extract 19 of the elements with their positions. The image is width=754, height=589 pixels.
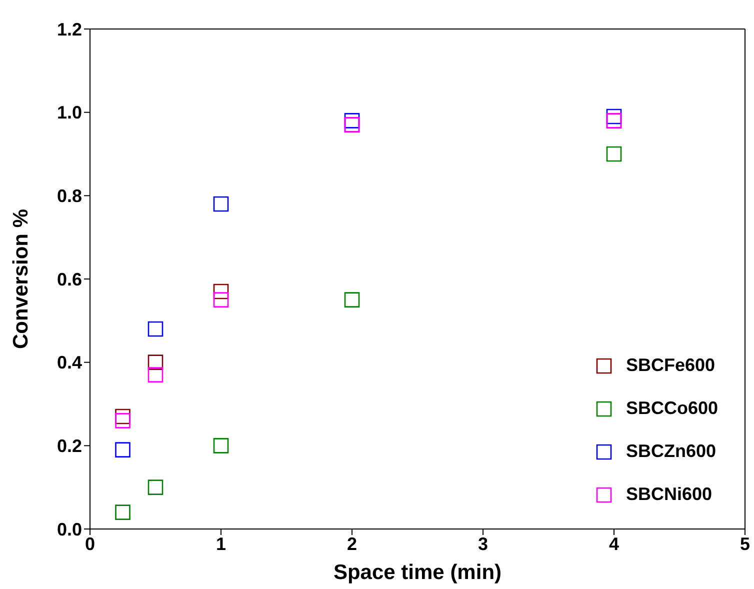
legend-label: SBCCo600 [626,398,718,419]
y-tick-label: 1.0 [56,102,82,123]
x-tick-label: 0 [84,534,96,554]
y-tick-label: 0.6 [56,269,82,290]
x-tick-label: 2 [346,534,358,554]
y-tick-label: 0.4 [56,352,82,373]
y-tick-label: 0.2 [56,436,82,456]
legend-label: SBCFe600 [626,355,716,376]
x-tick-label: 1 [216,534,226,554]
y-tick-label: 1.2 [56,19,82,40]
x-tick-label: 5 [740,534,750,554]
x-tick-label: 4 [608,534,620,554]
legend-label: SBCZn600 [626,441,716,462]
legend-label: SBCNi600 [626,484,712,505]
y-axis-title: Conversion % [9,208,32,350]
y-tick-label: 0.8 [56,186,82,206]
x-tick-label: 3 [478,534,488,554]
y-tick-label: 0.0 [56,519,82,540]
x-axis-title: Space time (min) [333,561,502,584]
